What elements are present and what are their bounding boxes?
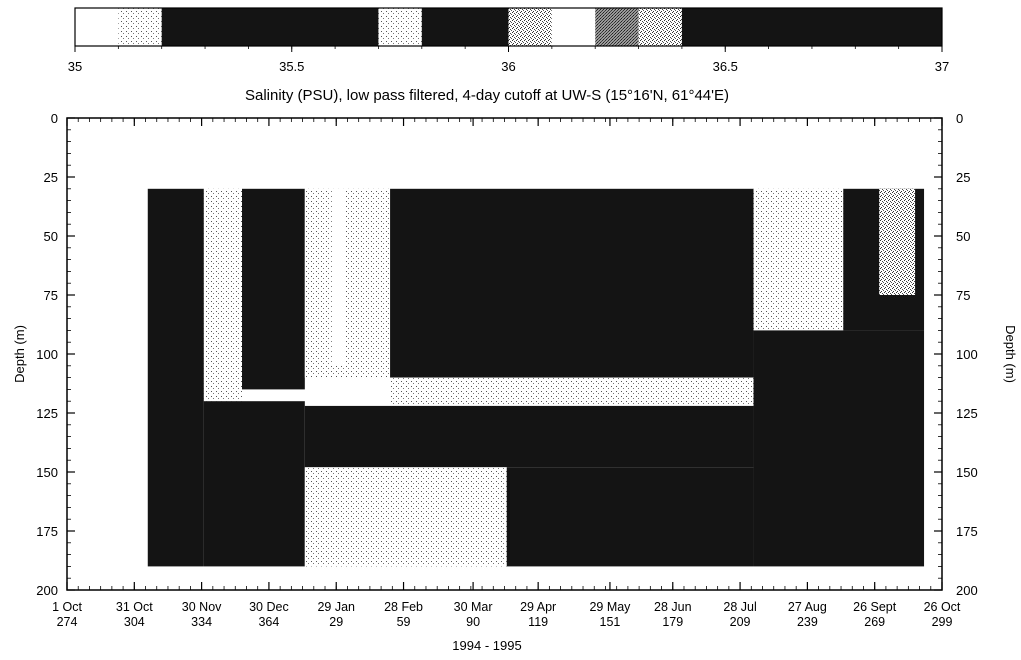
x-tick-day-label: 151 [600, 615, 621, 629]
salinity-region-5 [331, 188, 346, 366]
x-tick-day-label: 209 [730, 615, 751, 629]
x-tick-day-label: 334 [191, 615, 212, 629]
colorbar-segment-9 [681, 8, 942, 46]
x-tick-day-label: 239 [797, 615, 818, 629]
colorbar-segment-8 [638, 8, 682, 46]
x-tick-day-label: 299 [932, 615, 953, 629]
salinity-region-10 [506, 467, 754, 567]
salinity-region-2 [242, 188, 305, 390]
left-y-tick-label: 100 [36, 347, 58, 362]
left-y-tick-label: 50 [44, 229, 58, 244]
colorbar-segment-5 [508, 8, 552, 46]
x-tick-date-label: 28 Jun [654, 600, 692, 614]
colorbar-tick-label: 35.5 [279, 59, 304, 74]
x-tick-day-label: 269 [864, 615, 885, 629]
x-tick-day-label: 364 [258, 615, 279, 629]
right-depth-axis: 0 25 50 75 100 125 150 175 200 [934, 111, 978, 598]
x-tick-date-label: 29 Apr [520, 600, 556, 614]
left-y-tick-label: 125 [36, 406, 58, 421]
right-y-tick-label: 100 [956, 347, 978, 362]
x-tick-date-label: 30 Mar [454, 600, 493, 614]
right-y-tick-label: 50 [956, 229, 970, 244]
x-tick-date-label: 28 Feb [384, 600, 423, 614]
salinity-field [147, 188, 925, 567]
x-tick-day-label: 119 [528, 615, 548, 629]
x-tick-date-label: 30 Nov [182, 600, 222, 614]
x-tick-date-label: 26 Sept [853, 600, 897, 614]
right-y-tick-label: 75 [956, 288, 970, 303]
colorbar-segment-6 [551, 8, 596, 46]
x-tick-date-label: 29 Jan [317, 600, 355, 614]
chart-title: Salinity (PSU), low pass filtered, 4-day… [245, 87, 729, 104]
salinity-region-4 [304, 188, 391, 378]
colorbar-tick-label: 37 [935, 59, 949, 74]
colorbar-tick-label: 36.5 [713, 59, 738, 74]
colorbar-tick-label: 35 [68, 59, 82, 74]
colorbar-ticks: 35 35.5 36 36.5 37 [68, 46, 949, 74]
salinity-region-6 [390, 188, 754, 378]
x-tick-date-label: 28 Jul [723, 600, 756, 614]
colorbar-segment-4 [421, 8, 509, 46]
salinity-region-7 [390, 377, 754, 406]
x-tick-date-label: 1 Oct [52, 600, 82, 614]
x-tick-date-label: 30 Dec [249, 600, 289, 614]
salinity-region-9 [304, 467, 507, 567]
x-tick-date-label: 29 May [589, 600, 631, 614]
right-axis-title: Depth (m) [1003, 325, 1018, 383]
colorbar-tick-label: 36 [501, 59, 515, 74]
right-y-tick-label: 175 [956, 524, 978, 539]
x-axis-title: 1994 - 1995 [452, 638, 521, 653]
colorbar-segment-2 [161, 8, 379, 46]
salinity-region-14 [879, 188, 916, 295]
right-y-tick-label: 125 [956, 406, 978, 421]
right-y-tick-label: 200 [956, 583, 978, 598]
colorbar-segment-3 [378, 8, 422, 46]
salinity-region-11 [753, 188, 844, 331]
left-axis-title: Depth (m) [12, 325, 27, 383]
left-y-tick-label: 200 [36, 583, 58, 598]
x-tick-day-label: 274 [57, 615, 78, 629]
right-y-tick-label: 0 [956, 111, 963, 126]
x-tick-day-label: 179 [662, 615, 683, 629]
x-tick-date-label: 26 Oct [924, 600, 961, 614]
x-tick-day-label: 59 [397, 615, 411, 629]
colorbar [74, 7, 943, 47]
colorbar-segment-1 [118, 8, 162, 46]
x-tick-day-label: 304 [124, 615, 145, 629]
colorbar-segment-7 [595, 8, 639, 46]
x-tick-day-label: 29 [329, 615, 343, 629]
salinity-region-8 [304, 405, 754, 468]
left-depth-axis: 0 25 50 75 100 125 150 175 200 [36, 111, 75, 598]
left-y-tick-label: 150 [36, 465, 58, 480]
salinity-region-3 [203, 401, 305, 567]
salinity-region-1 [203, 188, 242, 402]
salinity-region-0 [147, 188, 204, 567]
salinity-region-12 [753, 330, 925, 567]
x-tick-date-label: 27 Aug [788, 600, 827, 614]
x-tick-day-label: 90 [466, 615, 480, 629]
right-y-tick-label: 25 [956, 170, 970, 185]
right-y-tick-label: 150 [956, 465, 978, 480]
left-y-tick-label: 0 [51, 111, 58, 126]
left-y-tick-label: 75 [44, 288, 58, 303]
x-tick-date-label: 31 Oct [116, 600, 153, 614]
colorbar-segment-0 [75, 8, 119, 46]
left-y-tick-label: 175 [36, 524, 58, 539]
left-y-tick-label: 25 [44, 170, 58, 185]
